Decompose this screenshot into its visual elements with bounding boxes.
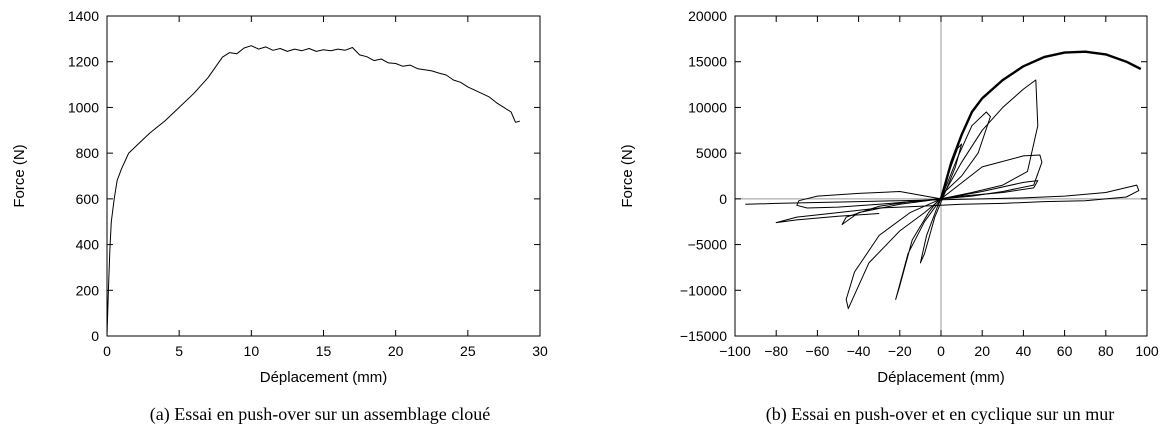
- chart-b-xtick-label: 0: [937, 343, 945, 359]
- chart-b-series-line-7: [745, 184, 1140, 224]
- chart-a-ytick-label: 600: [76, 191, 100, 207]
- chart-b-ytick-label: 20000: [688, 8, 727, 24]
- chart-a-series-line-1: [106, 45, 520, 337]
- chart-b-xtick-label: −60: [806, 343, 830, 359]
- chart-a-xtick-label: 20: [388, 343, 404, 359]
- chart-b-xtick-label: 20: [974, 343, 990, 359]
- chart-a-ytick-label: 800: [76, 145, 100, 161]
- chart-a-ytick-label: 1000: [68, 99, 99, 115]
- chart-b-xtick-label: −20: [888, 343, 912, 359]
- chart-b-caption: (b) Essai en push-over et en cyclique su…: [766, 404, 1114, 425]
- chart-a-x-axis-label: Déplacement (mm): [260, 369, 388, 386]
- chart-b-xtick-label: −100: [719, 343, 751, 359]
- chart-b-x-axis-label: Déplacement (mm): [877, 369, 1005, 386]
- chart-b-series-line-1: [939, 50, 1142, 200]
- chart-b-series-line-6: [796, 180, 1039, 209]
- chart-a-ytick-label: 1400: [68, 8, 99, 24]
- chart-b-ytick-label: 15000: [688, 54, 727, 70]
- chart-a-xtick-label: 5: [175, 343, 183, 359]
- chart-b-xtick-label: 80: [1098, 343, 1114, 359]
- chart-a-xtick-label: 30: [532, 343, 548, 359]
- chart-a-ytick-label: 1200: [68, 54, 99, 70]
- chart-b-ytick-label: −5000: [688, 237, 728, 253]
- chart-b-ytick-label: 0: [719, 191, 727, 207]
- chart-b-series-line-5: [841, 154, 1043, 225]
- chart-a-ytick-label: 0: [91, 328, 99, 344]
- chart-b-ytick-label: 10000: [688, 99, 727, 115]
- chart-a-ytick-label: 200: [76, 282, 100, 298]
- chart-a-plot-frame: [106, 15, 541, 337]
- chart-a-xtick-label: 10: [244, 343, 260, 359]
- chart-a-xtick-label: 25: [460, 343, 476, 359]
- chart-a-ytick-label: 400: [76, 237, 100, 253]
- chart-b-ytick-label: −10000: [680, 282, 727, 298]
- chart-a-xtick-label: 15: [316, 343, 332, 359]
- chart-a-caption: (a) Essai en push-over sur un assemblage…: [150, 404, 490, 425]
- chart-b-xtick-label: −40: [847, 343, 871, 359]
- chart-a-xtick-label: 0: [103, 343, 111, 359]
- chart-a-y-axis-label: Force (N): [11, 144, 28, 207]
- chart-b-xtick-label: −80: [764, 343, 788, 359]
- chart-b-xtick-label: 100: [1135, 343, 1159, 359]
- chart-b-xtick-label: 60: [1057, 343, 1073, 359]
- chart-b-ytick-label: −15000: [680, 328, 727, 344]
- chart-b-y-axis-label: Force (N): [619, 144, 636, 207]
- chart-b-xtick-label: 40: [1016, 343, 1032, 359]
- chart-b-ytick-label: 5000: [696, 145, 727, 161]
